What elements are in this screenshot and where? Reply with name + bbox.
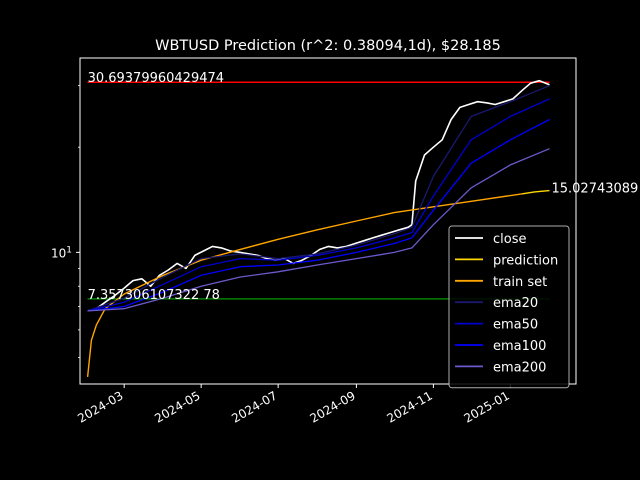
x-tick-label: 2024-03 <box>75 388 125 425</box>
y-tick-label: 101 <box>51 245 72 260</box>
legend-label: prediction <box>493 253 558 268</box>
series-line-ema20 <box>87 85 550 312</box>
x-tick-label: 2024-07 <box>229 388 279 425</box>
series-line-ema50 <box>87 98 550 312</box>
chart-title: WBTUSD Prediction (r^2: 0.38094,1d), $28… <box>155 38 501 54</box>
prediction-end-label: 15.02743089 <box>551 182 638 197</box>
legend: close prediction train set ema20 ema50 ema100… <box>448 225 570 389</box>
series-line-prediction <box>521 189 550 195</box>
legend-label: ema20 <box>493 296 538 311</box>
x-tick-label: 2024-09 <box>307 388 357 425</box>
x-tick-label: 2024-11 <box>384 388 434 425</box>
annotation-label: 30.69379960429474 <box>88 71 224 86</box>
series-line-close <box>87 79 550 312</box>
series-line-ema200 <box>87 148 550 312</box>
x-tick-label: 2024-05 <box>152 388 202 425</box>
legend-label: ema200 <box>493 360 546 375</box>
annotation-label: 7.357306107322 78 <box>88 288 220 303</box>
x-tick-label: 2025-01 <box>461 388 511 425</box>
series-line-ema100 <box>87 118 550 312</box>
legend-label: train set <box>493 275 547 290</box>
legend-box <box>448 225 570 389</box>
legend-label: ema50 <box>493 318 538 333</box>
legend-label: ema100 <box>493 339 546 354</box>
legend-label: close <box>493 232 526 247</box>
